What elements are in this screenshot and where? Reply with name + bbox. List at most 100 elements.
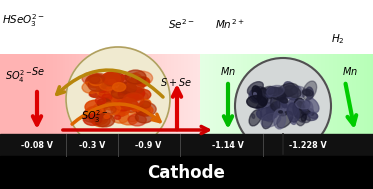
Ellipse shape	[249, 94, 260, 103]
Ellipse shape	[88, 76, 100, 83]
Ellipse shape	[89, 92, 96, 97]
Ellipse shape	[111, 111, 129, 123]
Ellipse shape	[268, 87, 286, 100]
Ellipse shape	[112, 96, 131, 109]
Ellipse shape	[119, 82, 137, 94]
Ellipse shape	[90, 112, 108, 125]
Ellipse shape	[261, 113, 280, 127]
Ellipse shape	[270, 106, 278, 118]
Ellipse shape	[280, 98, 288, 103]
Ellipse shape	[140, 101, 151, 108]
Ellipse shape	[137, 103, 143, 108]
Text: -1.228 V: -1.228 V	[289, 140, 327, 149]
Circle shape	[66, 47, 170, 151]
Ellipse shape	[111, 88, 127, 99]
Ellipse shape	[94, 103, 107, 112]
Ellipse shape	[83, 112, 99, 122]
Ellipse shape	[278, 90, 288, 101]
Ellipse shape	[121, 75, 128, 80]
Ellipse shape	[131, 106, 139, 111]
Ellipse shape	[262, 113, 273, 129]
Ellipse shape	[119, 112, 125, 116]
Ellipse shape	[101, 102, 120, 115]
Ellipse shape	[85, 106, 105, 120]
Ellipse shape	[277, 111, 293, 128]
Ellipse shape	[278, 89, 282, 92]
Ellipse shape	[135, 106, 147, 114]
Ellipse shape	[267, 85, 284, 97]
Text: $HSeO_3^{2-}$: $HSeO_3^{2-}$	[2, 13, 45, 29]
Ellipse shape	[97, 112, 107, 119]
Text: -0.3 V: -0.3 V	[79, 140, 105, 149]
Ellipse shape	[128, 77, 146, 89]
Ellipse shape	[96, 116, 106, 122]
Text: -0.9 V: -0.9 V	[135, 140, 161, 149]
Ellipse shape	[249, 110, 261, 126]
Ellipse shape	[133, 105, 148, 115]
Ellipse shape	[123, 93, 144, 107]
Ellipse shape	[270, 108, 275, 114]
Ellipse shape	[107, 99, 122, 108]
Ellipse shape	[286, 86, 301, 103]
Ellipse shape	[93, 74, 106, 82]
Ellipse shape	[272, 88, 278, 97]
Ellipse shape	[125, 70, 146, 84]
Ellipse shape	[257, 108, 276, 120]
Text: $S + Se$: $S + Se$	[160, 76, 192, 88]
Ellipse shape	[261, 87, 275, 107]
Ellipse shape	[254, 93, 257, 97]
Ellipse shape	[126, 87, 145, 99]
Ellipse shape	[98, 87, 107, 92]
Ellipse shape	[289, 117, 296, 124]
Ellipse shape	[287, 100, 298, 117]
Ellipse shape	[103, 92, 122, 104]
Ellipse shape	[95, 77, 107, 86]
Ellipse shape	[306, 87, 313, 99]
Ellipse shape	[260, 105, 270, 117]
Ellipse shape	[278, 89, 292, 98]
Ellipse shape	[116, 75, 130, 84]
Ellipse shape	[115, 100, 131, 111]
Ellipse shape	[132, 71, 153, 85]
Ellipse shape	[87, 74, 106, 87]
Text: Cathode: Cathode	[148, 163, 225, 181]
Ellipse shape	[97, 93, 108, 100]
Text: $H_2$: $H_2$	[331, 32, 345, 46]
Ellipse shape	[90, 77, 102, 86]
Ellipse shape	[135, 102, 156, 116]
Text: $SO_3^{2-}$: $SO_3^{2-}$	[81, 109, 109, 125]
Ellipse shape	[299, 100, 304, 106]
Ellipse shape	[82, 72, 100, 84]
Ellipse shape	[278, 83, 299, 97]
Ellipse shape	[128, 73, 142, 83]
Ellipse shape	[121, 98, 137, 110]
Ellipse shape	[101, 88, 117, 98]
Ellipse shape	[101, 84, 116, 94]
Ellipse shape	[110, 101, 128, 113]
Ellipse shape	[253, 97, 257, 101]
Ellipse shape	[293, 86, 305, 94]
Ellipse shape	[124, 80, 134, 87]
Ellipse shape	[115, 115, 120, 119]
Ellipse shape	[303, 90, 310, 95]
Ellipse shape	[263, 86, 276, 94]
Ellipse shape	[261, 91, 271, 98]
Ellipse shape	[273, 100, 283, 114]
Ellipse shape	[276, 87, 287, 102]
Ellipse shape	[140, 79, 148, 84]
Ellipse shape	[137, 93, 148, 100]
Ellipse shape	[305, 98, 319, 113]
Ellipse shape	[252, 86, 262, 100]
Ellipse shape	[265, 103, 275, 109]
Text: -0.08 V: -0.08 V	[21, 140, 53, 149]
Ellipse shape	[304, 101, 313, 116]
Ellipse shape	[110, 88, 119, 95]
Ellipse shape	[112, 94, 123, 102]
Ellipse shape	[102, 94, 112, 101]
Ellipse shape	[131, 91, 137, 95]
Ellipse shape	[257, 101, 265, 109]
Ellipse shape	[283, 82, 298, 100]
Ellipse shape	[264, 114, 274, 122]
Ellipse shape	[128, 83, 144, 94]
Ellipse shape	[102, 100, 111, 105]
